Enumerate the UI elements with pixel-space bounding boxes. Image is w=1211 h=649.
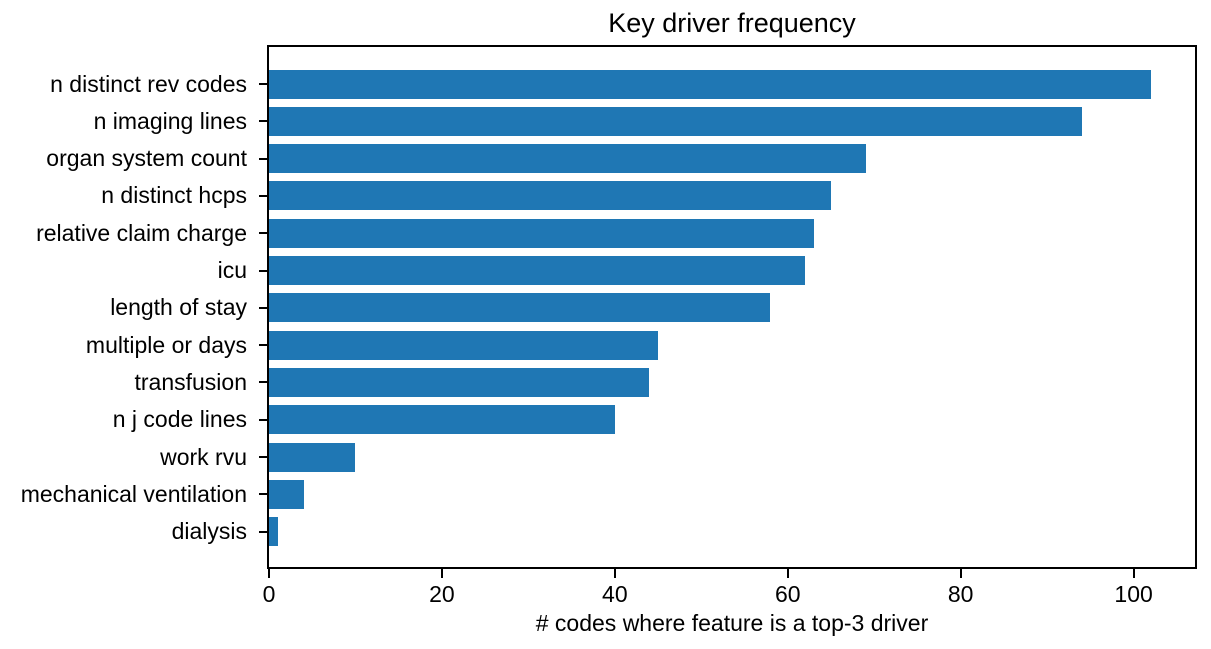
y-axis-label: dialysis [171,518,247,545]
x-tick [1132,569,1135,578]
y-axis-label: multiple or days [85,331,247,358]
y-axis-label: length of stay [110,294,247,321]
bar [269,256,806,285]
bar [269,405,615,435]
x-axis-title: # codes where feature is a top-3 driver [535,610,929,636]
x-tick [440,569,443,578]
x-tick [268,569,270,578]
x-tick-label: 0 [262,581,276,607]
y-tick [259,306,267,309]
y-tick [259,418,267,421]
y-axis-label: transfusion [134,368,247,395]
x-tick [959,569,962,578]
bar [269,367,650,397]
bar [269,517,278,547]
y-tick [259,194,267,197]
y-tick [259,157,267,160]
y-axis-label: n distinct hcps [101,182,247,209]
y-axis-label: n j code lines [112,406,247,433]
y-tick [259,381,267,384]
bar [269,144,866,174]
bar [269,442,356,472]
bar [269,181,831,211]
x-tick-label: 80 [947,581,974,607]
y-tick [259,232,267,235]
y-tick [259,344,267,347]
y-axis-label: work rvu [160,443,247,470]
bar [269,293,771,323]
bar [269,69,1151,99]
x-tick [613,569,616,578]
bar [269,330,659,360]
y-axis-label: icu [217,257,247,283]
x-tick-label: 60 [774,581,801,607]
y-axis-label: mechanical ventilation [20,480,247,507]
y-tick [259,530,267,533]
bar [269,218,814,248]
y-axis-label: relative claim charge [36,219,247,246]
chart-title: Key driver frequency [608,8,856,38]
x-tick-label: 40 [602,581,628,607]
y-axis-label: n imaging lines [93,107,247,134]
y-tick [259,83,267,85]
y-axis-label: organ system count [46,145,247,172]
bar [269,479,304,509]
y-tick [259,269,267,272]
plot-area [267,45,1197,569]
x-tick [786,569,789,578]
x-tick-label: 100 [1114,581,1153,607]
y-axis-label: n distinct rev codes [50,70,247,97]
y-tick [259,493,267,496]
y-tick [259,120,267,123]
y-tick [259,456,267,458]
bar [269,106,1082,136]
x-tick-label: 20 [429,581,455,607]
